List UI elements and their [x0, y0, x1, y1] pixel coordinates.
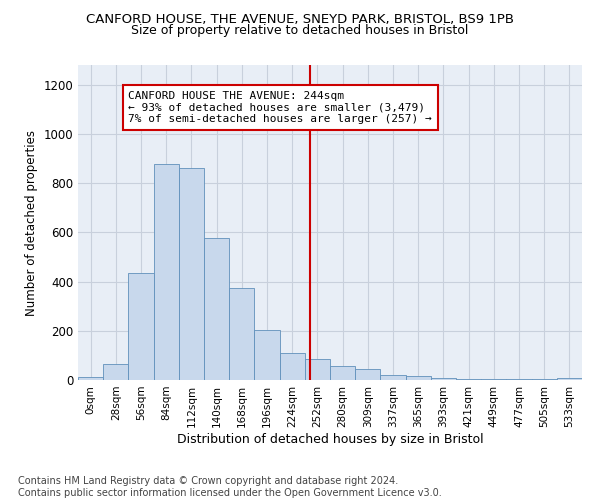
Bar — [481, 379, 506, 380]
Bar — [456, 379, 481, 380]
Bar — [154, 164, 179, 380]
Text: CANFORD HOUSE THE AVENUE: 244sqm
← 93% of detached houses are smaller (3,479)
7%: CANFORD HOUSE THE AVENUE: 244sqm ← 93% o… — [128, 91, 432, 124]
Text: CANFORD HOUSE, THE AVENUE, SNEYD PARK, BRISTOL, BS9 1PB: CANFORD HOUSE, THE AVENUE, SNEYD PARK, B… — [86, 12, 514, 26]
Bar — [128, 273, 154, 380]
Bar — [305, 359, 330, 380]
Bar — [254, 330, 280, 380]
Bar — [78, 377, 103, 380]
Bar — [406, 376, 431, 380]
Bar — [204, 238, 229, 380]
Bar — [330, 366, 355, 380]
Bar — [431, 378, 456, 380]
Bar — [103, 364, 128, 380]
Bar — [355, 369, 380, 380]
Bar — [179, 168, 204, 380]
Text: Size of property relative to detached houses in Bristol: Size of property relative to detached ho… — [131, 24, 469, 37]
X-axis label: Distribution of detached houses by size in Bristol: Distribution of detached houses by size … — [176, 432, 484, 446]
Bar — [380, 374, 406, 380]
Text: Contains HM Land Registry data © Crown copyright and database right 2024.
Contai: Contains HM Land Registry data © Crown c… — [18, 476, 442, 498]
Y-axis label: Number of detached properties: Number of detached properties — [25, 130, 38, 316]
Bar — [557, 378, 582, 380]
Bar — [280, 353, 305, 380]
Bar — [229, 288, 254, 380]
